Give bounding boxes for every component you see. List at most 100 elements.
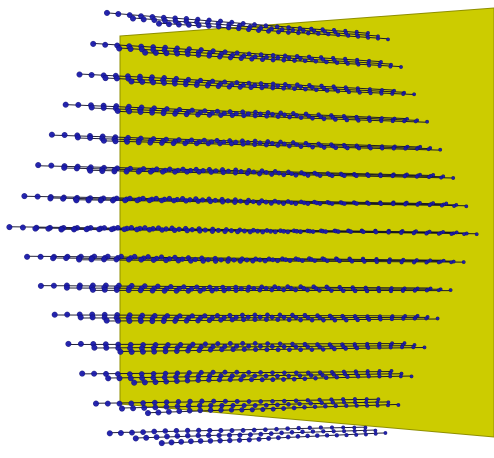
blue-point-r8-k1-i11 (142, 225, 148, 231)
blue-point-r14-k2-i12 (241, 403, 247, 408)
blue-point-r9-k3-i10 (188, 258, 194, 264)
blue-point-r10-k3-i8 (173, 288, 180, 294)
blue-point-r5-k3-i11 (217, 141, 223, 147)
blue-point-r7-k2-i13 (200, 197, 206, 203)
blue-point-r2-k2-i16 (286, 55, 292, 61)
blue-point-r15-k2-i7 (195, 432, 201, 439)
blue-point-r4-k3-i16 (287, 114, 292, 120)
blue-point-r13-k3-i7 (195, 377, 201, 383)
blue-point-r10-k3-i12 (221, 288, 227, 294)
blue-point-r15-k3-i5 (197, 438, 204, 444)
blue-point-r12-k2-i2 (103, 344, 110, 351)
blue-point-r4-k3-i12 (241, 113, 247, 119)
blue-point-r14-k2-i23 (364, 400, 369, 405)
blue-point-r3-k3-i4 (161, 80, 167, 86)
blue-point-r11-k3-i2 (115, 317, 122, 324)
blue-point-r11-k3-i5 (149, 318, 156, 325)
blue-point-r14-k1-i20 (317, 397, 322, 402)
blue-point-r1-k3-i23 (376, 36, 380, 41)
blue-point-r7-k3-i31 (439, 203, 444, 208)
blue-point-r15-k2-i13 (258, 431, 264, 437)
blue-point-r13-k3-i26 (398, 374, 403, 379)
blue-point-r7-k2-i19 (276, 200, 282, 205)
blue-point-r12-k3-i4 (151, 348, 158, 355)
blue-point-r9-k3-i32 (461, 260, 466, 264)
blue-point-r6-k3-i18 (293, 172, 299, 178)
blue-point-r9-k3-i2 (88, 256, 95, 263)
blue-point-r10-k3-i22 (341, 288, 346, 294)
blue-point-r7-k3-i14 (232, 199, 238, 205)
blue-point-r15-k1-i22 (341, 425, 346, 430)
blue-point-r5-k3-i13 (240, 141, 246, 147)
blue-point-r15-k1-i14 (251, 427, 257, 433)
blue-point-r13-k3-i3 (152, 379, 159, 385)
blue-point-r12-k3-i5 (162, 348, 169, 355)
blue-point-r10-k3-i16 (269, 287, 275, 293)
blue-point-r13-k1-i2 (91, 370, 98, 377)
blue-point-r7-k2-i15 (225, 198, 231, 204)
blue-point-r10-k3-i5 (137, 287, 144, 294)
blue-point-r11-k3-i7 (172, 318, 178, 324)
blue-point-r13-k3-i27 (409, 374, 414, 379)
blue-point-r3-k2-i2 (113, 75, 120, 82)
blue-point-r5-k3-i14 (252, 142, 258, 147)
blue-point-r9-k2-i13 (205, 257, 211, 263)
blue-point-r3-k2-i18 (298, 84, 303, 89)
blue-point-r2-k3-i2 (152, 49, 159, 56)
blue-point-r13-k1-i15 (246, 370, 252, 375)
blue-point-r14-k3-i13 (270, 406, 276, 412)
blue-point-r15-k1-i21 (329, 425, 335, 430)
blue-point-r12-k2-i15 (257, 343, 263, 349)
blue-point-r9-k3-i20 (312, 258, 318, 263)
blue-point-r3-k3-i8 (204, 83, 211, 89)
blue-point-r5-k3-i28 (415, 146, 419, 151)
blue-point-r8-k3-i9 (159, 227, 165, 233)
blue-point-r7-k1-i11 (153, 195, 159, 202)
blue-point-r8-k3-i34 (474, 232, 479, 237)
blue-point-r13-k1-i16 (258, 370, 263, 375)
blue-point-r2-k3-i20 (345, 61, 350, 66)
blue-point-r10-k2-i2 (76, 284, 83, 291)
blue-point-r1-k1-i18 (297, 26, 303, 31)
blue-point-r11-k1-i20 (290, 312, 295, 318)
blue-point-r11-k2-i2 (89, 314, 96, 321)
blue-point-r8-k3-i25 (361, 229, 366, 235)
blue-point-r9-k2-i19 (283, 257, 289, 263)
blue-point-r8-k2-i17 (242, 228, 247, 234)
blue-point-r11-k3-i27 (401, 316, 406, 321)
blue-point-r6-k3-i26 (390, 174, 395, 179)
blue-point-r13-k2-i17 (286, 373, 291, 379)
blue-point-r9-k3-i28 (411, 260, 417, 265)
blue-point-r2-k1-i1 (90, 40, 97, 47)
blue-point-r7-k3-i22 (329, 201, 335, 206)
blue-point-r12-k3-i26 (400, 345, 404, 350)
blue-point-r2-k2-i15 (275, 55, 281, 61)
blue-point-r12-k3-i21 (343, 346, 348, 351)
blue-point-r7-k2-i16 (238, 198, 244, 204)
blue-point-r7-k3-i23 (342, 201, 347, 206)
blue-point-r7-k3-i13 (220, 199, 226, 205)
blue-point-r4-k2-i2 (100, 104, 107, 111)
blue-point-r2-k2-i1 (116, 45, 123, 52)
blue-point-r7-k3-i32 (452, 204, 457, 208)
blue-point-r10-k3-i6 (149, 287, 156, 294)
blue-point-r5-k3-i2 (112, 138, 119, 145)
blue-point-r9-k3-i24 (362, 259, 367, 264)
blue-point-r9-k3-i5 (125, 256, 132, 263)
blue-point-r4-k3-i23 (367, 118, 372, 123)
blue-point-r12-k2-i13 (234, 343, 240, 349)
blue-point-r15-k1-i2 (117, 430, 124, 436)
blue-point-r8-k3-i27 (386, 230, 391, 235)
blue-point-r8-k3-i33 (462, 232, 467, 237)
blue-point-r15-k2-i15 (279, 430, 284, 436)
blue-point-r10-k3-i21 (329, 288, 334, 293)
blue-point-r3-k1-i14 (234, 80, 240, 86)
blue-point-r1-k3-i24 (386, 37, 390, 42)
blue-point-r12-k3-i2 (128, 348, 135, 355)
blue-point-r10-k3-i11 (209, 288, 215, 294)
blue-point-r13-k3-i13 (259, 377, 265, 383)
blue-point-r5-k1-i20 (290, 140, 296, 145)
blue-point-r3-k3-i5 (172, 80, 178, 87)
blue-point-r9-k2-i20 (296, 257, 301, 262)
